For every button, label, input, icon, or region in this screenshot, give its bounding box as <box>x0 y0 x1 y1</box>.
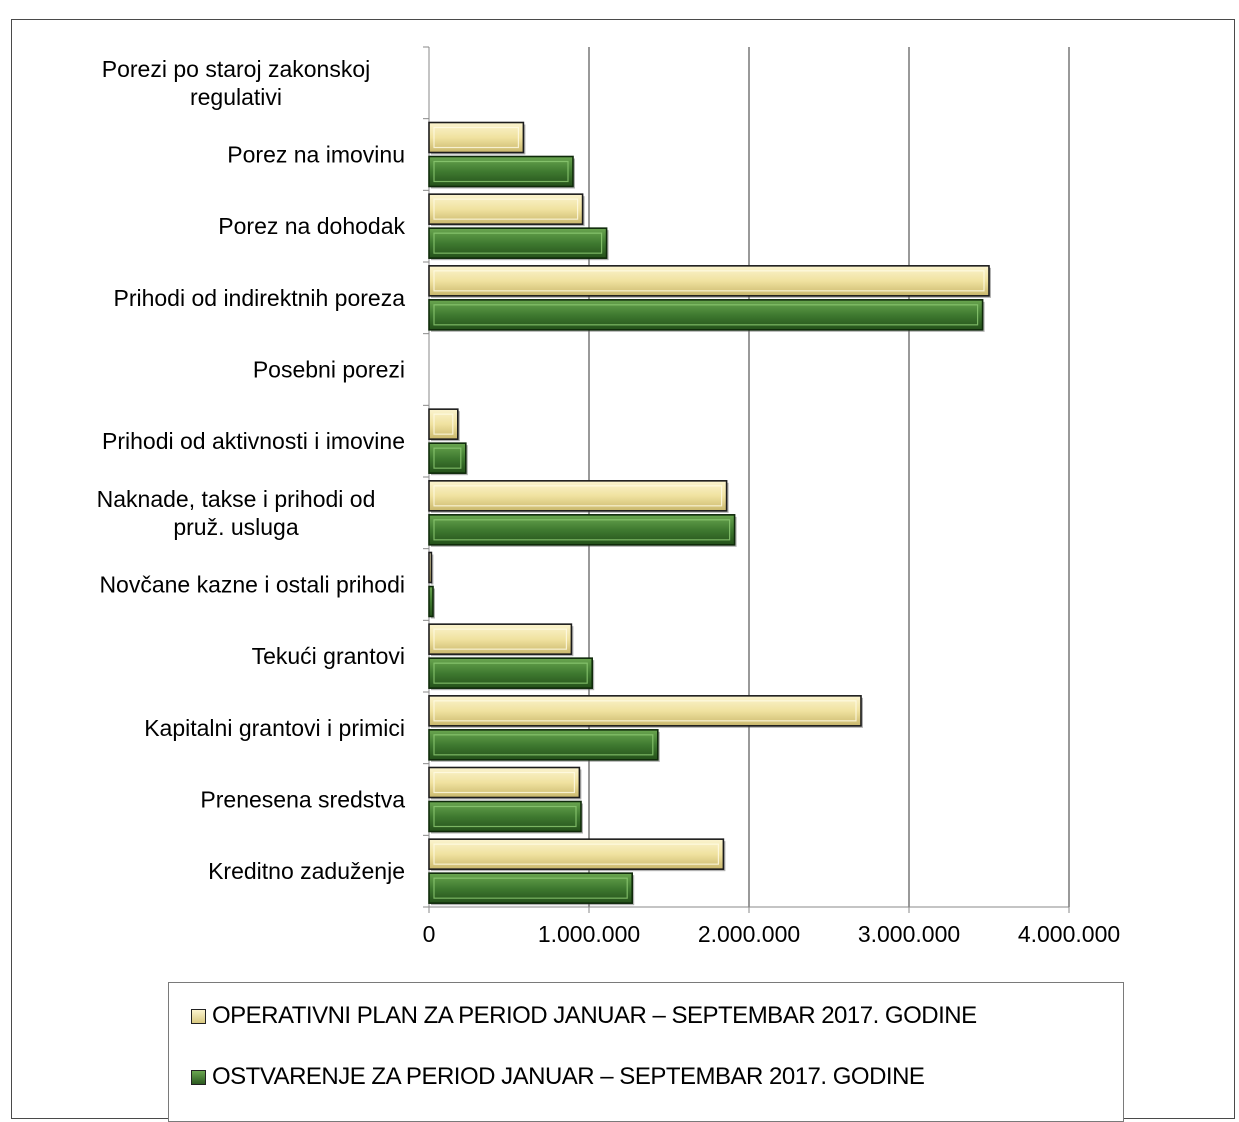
bar-plan <box>428 838 726 872</box>
x-tick-label: 0 <box>423 921 436 947</box>
legend-label-realization: OSTVARENJE ZA PERIOD JANUAR – SEPTEMBAR … <box>212 1063 925 1090</box>
category-label: Kapitalni grantovi i primici <box>144 715 405 741</box>
bar-realization <box>428 227 609 261</box>
x-tick-label: 1.000.000 <box>538 921 640 947</box>
bar-plan <box>428 408 460 442</box>
category-label: Prihodi od aktivnosti i imovine <box>102 428 405 454</box>
bar-plan <box>428 551 434 585</box>
bar-realization <box>428 800 583 834</box>
category-label-line: Porez na dohodak <box>218 213 405 239</box>
category-label: Novčane kazne i ostali prihodi <box>99 572 405 598</box>
category-label: Porez na imovinu <box>227 142 405 168</box>
x-tick-label: 4.000.000 <box>1018 921 1120 947</box>
legend-swatch-realization <box>191 1069 206 1085</box>
x-tick-label: 2.000.000 <box>698 921 800 947</box>
category-labels: Porezi po staroj zakonskoj regulativiPore… <box>97 56 406 884</box>
category-label-line: pruž. usluga <box>173 514 299 540</box>
legend: OPERATIVNI PLAN ZA PERIOD JANUAR – SEPTE… <box>168 982 1124 1122</box>
category-label-line: regulativi <box>190 84 282 110</box>
category-label-line: Prenesena sredstva <box>200 787 405 813</box>
x-tick-label: 3.000.000 <box>858 921 960 947</box>
bars <box>428 121 991 906</box>
bar-plan <box>428 480 729 513</box>
x-axis-tick-labels: 0 1.000.000 2.000.000 3.000.000 4.000.000 <box>423 921 1121 947</box>
category-label: Naknade, takse i prihodi od pruž. usluga <box>97 486 376 540</box>
category-label: Tekući grantovi <box>252 643 405 669</box>
category-label: Porez na dohodak <box>218 213 405 239</box>
category-label-line: Novčane kazne i ostali prihodi <box>99 572 405 598</box>
bar-plan <box>428 623 574 657</box>
category-label-line: Prihodi od aktivnosti i imovine <box>102 428 405 454</box>
gridlines <box>423 46 1070 913</box>
category-label-line: Kapitalni grantovi i primici <box>144 715 405 741</box>
bar-plan <box>428 121 526 155</box>
category-label: Porezi po staroj zakonskoj regulativi <box>102 56 370 110</box>
bar-plan <box>428 695 863 728</box>
bar-realization <box>428 155 575 189</box>
legend-item-realization: OSTVARENJE ZA PERIOD JANUAR – SEPTEMBAR … <box>191 1062 925 1092</box>
category-label-line: Porezi po staroj zakonskoj <box>102 56 370 82</box>
legend-label-plan: OPERATIVNI PLAN ZA PERIOD JANUAR – SEPTE… <box>212 1002 977 1029</box>
category-label: Prihodi od indirektnih poreza <box>113 285 405 311</box>
category-label: Kreditno zaduženje <box>208 858 405 884</box>
category-label-line: Prihodi od indirektnih poreza <box>113 285 405 311</box>
bar-realization <box>428 729 660 762</box>
category-label: Posebni porezi <box>253 357 405 383</box>
category-label-line: Tekući grantovi <box>252 643 405 669</box>
bar-plan <box>428 193 585 227</box>
bar-realization <box>428 442 468 476</box>
chart-frame <box>11 19 1235 1119</box>
category-label-line: Porez na imovinu <box>227 142 405 168</box>
bar-realization <box>428 299 985 332</box>
bar-plan <box>428 265 991 298</box>
category-label-line: Posebni porezi <box>253 357 405 383</box>
category-label: Prenesena sredstva <box>200 787 405 813</box>
category-label-line: Naknade, takse i prihodi od <box>97 486 376 512</box>
bar-plan <box>428 766 582 800</box>
bar-realization <box>428 514 737 547</box>
legend-item-plan: OPERATIVNI PLAN ZA PERIOD JANUAR – SEPTE… <box>191 1001 977 1031</box>
category-label-line: Kreditno zaduženje <box>208 858 405 884</box>
bar-realization <box>428 657 595 691</box>
legend-swatch-plan <box>191 1008 206 1024</box>
bar-realization <box>428 585 435 619</box>
bar-realization <box>428 872 635 906</box>
